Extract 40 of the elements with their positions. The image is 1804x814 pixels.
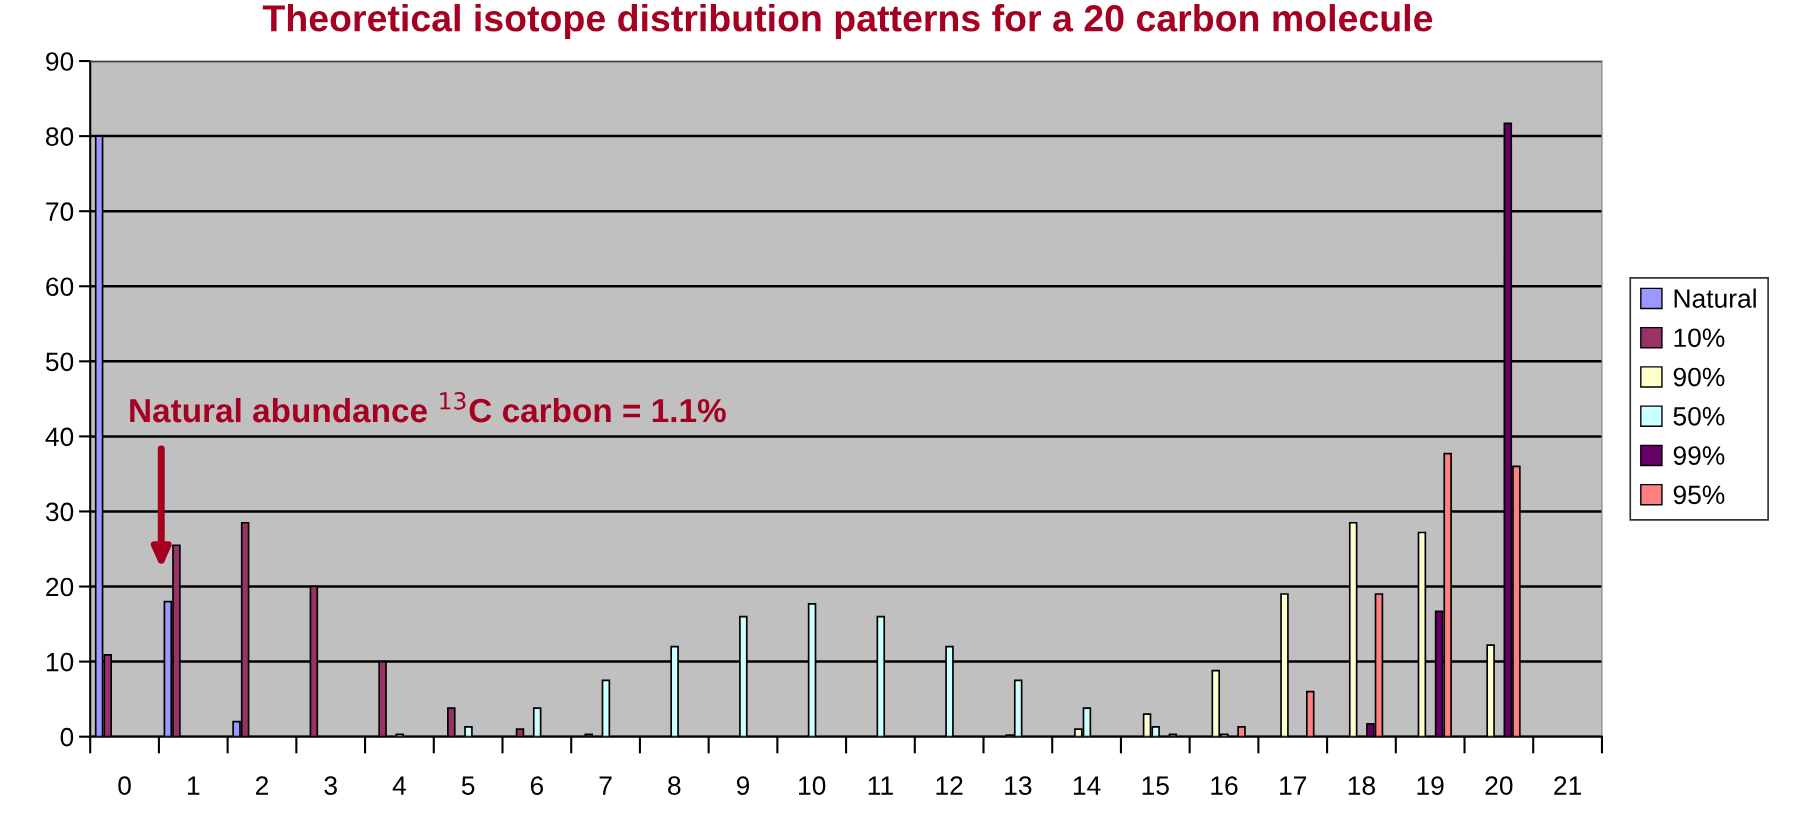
- y-tick-label: 10: [46, 652, 74, 672]
- x-tick-label: 5: [461, 776, 475, 795]
- x-tick-label: 2: [255, 776, 268, 795]
- legend-label: 10%: [1674, 328, 1725, 348]
- y-tick-label: 90: [46, 52, 74, 71]
- x-tick-label: 20: [1485, 776, 1513, 795]
- legend-label: Natural: [1674, 288, 1756, 308]
- legend-label: 99%: [1673, 446, 1725, 465]
- y-tick-label: 40: [45, 427, 74, 447]
- x-tick-label: 6: [530, 776, 544, 795]
- y-tick-label: 30: [45, 502, 74, 522]
- x-tick-label: 21: [1554, 776, 1581, 795]
- chart-title: Theoretical isotope distribution patterns for a 20 carbon molecule: [262, 4, 1433, 40]
- x-tick-label: 0: [118, 776, 131, 795]
- legend-label: 90%: [1673, 367, 1725, 387]
- x-tick-label: 15: [1142, 776, 1169, 795]
- x-tick-label: 12: [936, 776, 963, 795]
- x-tick-label: 16: [1211, 776, 1238, 795]
- y-tick-label: 70: [46, 202, 74, 222]
- legend-label: 95%: [1673, 485, 1725, 505]
- x-tick-label: 8: [668, 776, 681, 795]
- x-tick-label: 11: [868, 776, 893, 795]
- x-tick-label: 9: [736, 776, 750, 795]
- y-tick-label: 60: [46, 277, 74, 297]
- y-tick-label: 80: [46, 127, 74, 146]
- annotation: Natural abundance $^{13}$C carbon = 1.1%: [130, 392, 726, 423]
- x-tick-label: 17: [1280, 776, 1307, 795]
- y-tick-label: 50: [45, 352, 74, 372]
- x-tick-label: 18: [1348, 776, 1375, 795]
- x-tick-label: 7: [599, 776, 612, 795]
- x-tick-label: 4: [392, 776, 406, 795]
- y-tick-label: 0: [60, 727, 74, 747]
- x-tick-label: 10: [799, 776, 826, 795]
- x-tick-label: 19: [1417, 776, 1444, 795]
- x-tick-label: 14: [1073, 776, 1101, 795]
- x-tick-label: 3: [324, 776, 337, 795]
- x-tick-label: 13: [1005, 776, 1032, 795]
- legend-label: 50%: [1673, 406, 1725, 426]
- x-tick-label: 1: [187, 776, 200, 795]
- y-tick-label: 20: [46, 577, 74, 597]
